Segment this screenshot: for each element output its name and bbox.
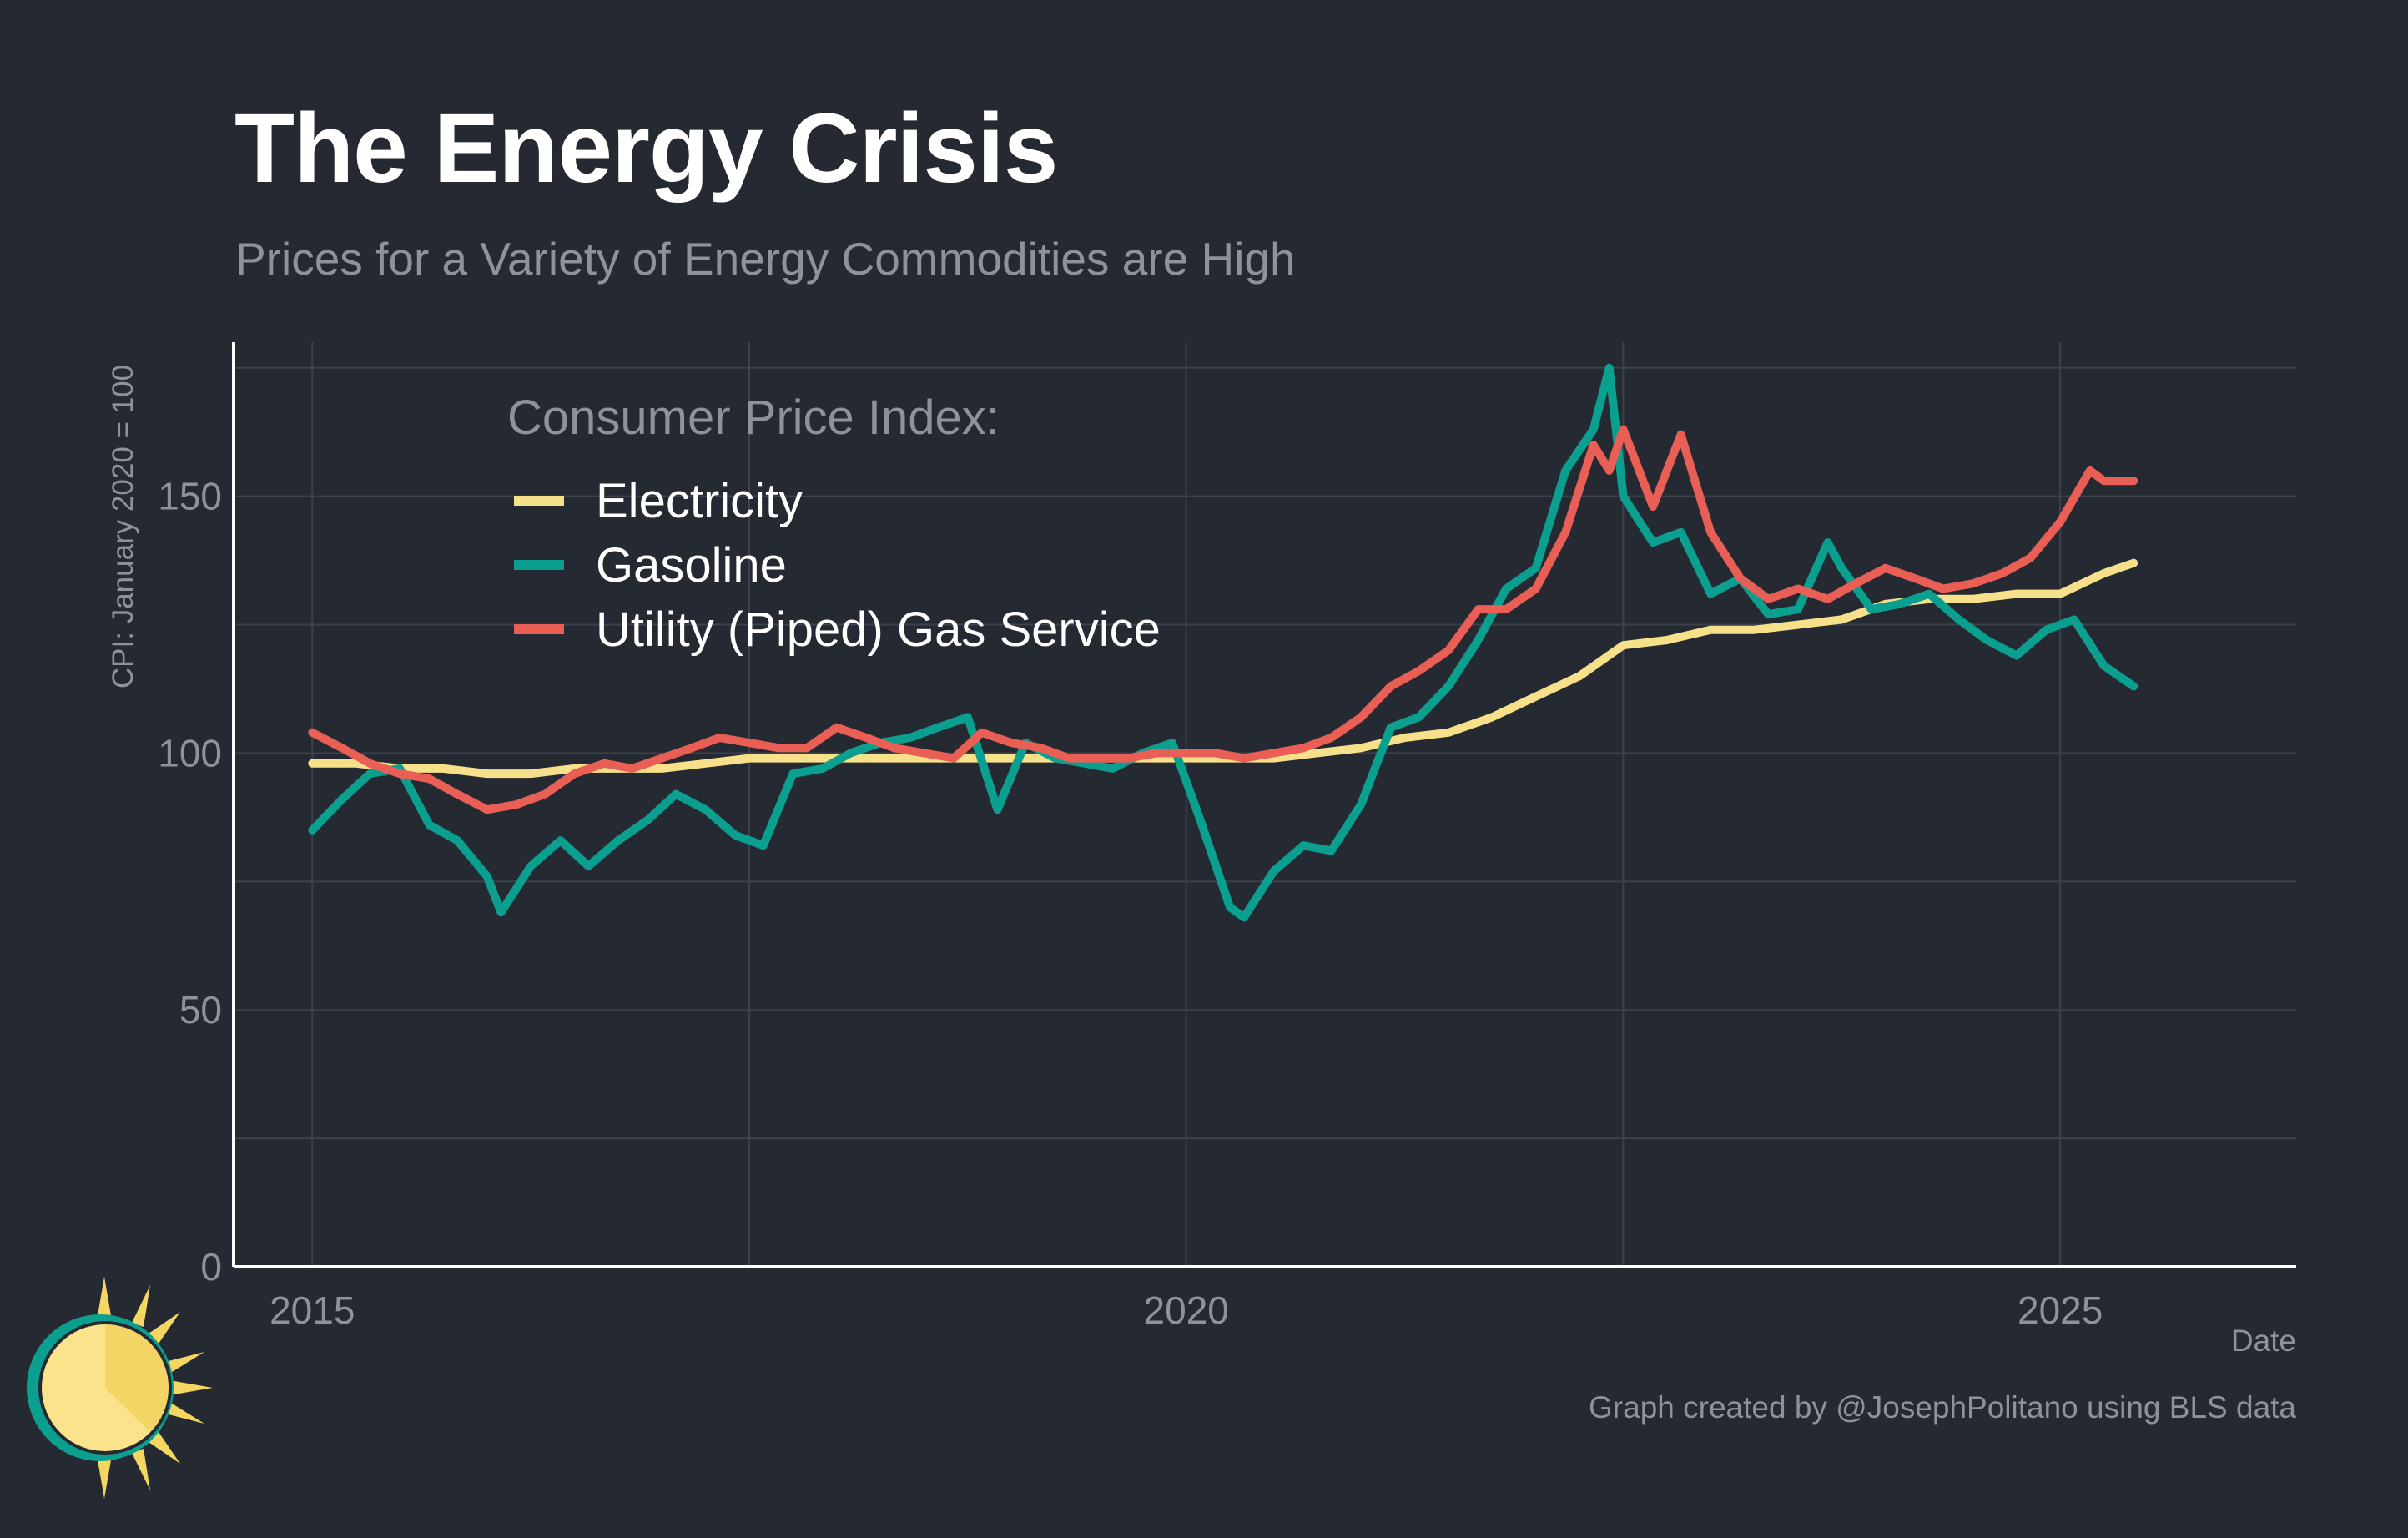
x-tick-label: 2015 [270,1288,355,1332]
axes: 0 50 100 150 2015 2020 2025 [158,342,2296,1332]
series-line-utility-piped-gas-service [308,425,2138,814]
legend-title: Consumer Price Index: [507,391,1000,445]
credit-note: Graph created by @JosephPolitano using B… [1589,1390,2296,1425]
x-tick-label: 2020 [1144,1288,1229,1332]
sun-logo-icon [27,1277,213,1499]
legend-entry: Electricity [596,474,803,528]
y-tick-label: 50 [179,988,222,1031]
y-tick-label: 150 [158,475,222,518]
series-lines [308,363,2138,922]
y-tick-label: 100 [158,731,222,774]
series-line-gasoline [308,363,2138,922]
legend-entry: Utility (Piped) Gas Service [596,603,1161,657]
legend: Consumer Price Index: Electricity Gasoline… [507,391,1161,657]
y-tick-label: 0 [200,1245,222,1288]
x-tick-label: 2025 [2018,1288,2103,1332]
grid-lines [234,342,2296,1267]
chart-subtitle: Prices for a Variety of Energy Commoditi… [235,233,1296,285]
x-axis-label: Date [2230,1324,2296,1358]
legend-entry: Gasoline [596,538,787,593]
chart-title: The Energy Crisis [234,93,1058,204]
